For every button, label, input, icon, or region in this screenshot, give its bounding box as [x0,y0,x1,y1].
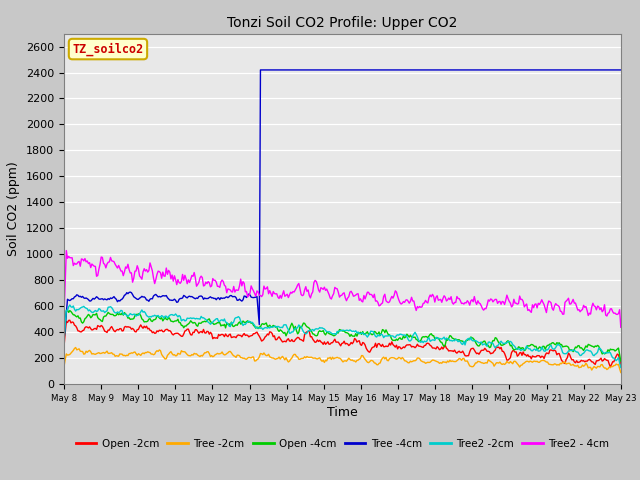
X-axis label: Time: Time [327,406,358,419]
Y-axis label: Soil CO2 (ppm): Soil CO2 (ppm) [8,161,20,256]
Tree2 - 4cm [63,248,70,253]
Open -2cm [234,332,242,338]
Tree2 - 4cm [567,301,575,307]
Open -2cm [607,364,614,370]
Tree2 - 4cm [617,324,625,330]
Line: Open -2cm: Open -2cm [64,320,621,367]
Open -4cm [234,320,242,326]
Tree2 -2cm [296,324,304,329]
Open -2cm [66,317,74,323]
Title: Tonzi Soil CO2 Profile: Upper CO2: Tonzi Soil CO2 Profile: Upper CO2 [227,16,458,30]
Open -4cm [296,324,304,330]
Tree2 -2cm [66,302,74,308]
Tree2 -2cm [234,314,242,320]
Tree -4cm [296,67,304,73]
Open -4cm [399,333,407,339]
Tree -4cm [617,67,625,73]
Tree -2cm [72,345,79,350]
Tree2 -2cm [60,338,68,344]
Tree -2cm [567,362,575,368]
Tree -4cm [567,67,575,73]
Tree -4cm [234,298,241,303]
Open -4cm [470,337,478,343]
Tree -4cm [373,67,381,73]
Tree -2cm [373,362,381,368]
Line: Tree2 - 4cm: Tree2 - 4cm [64,251,621,327]
Tree2 - 4cm [399,299,407,304]
Tree -2cm [296,357,304,362]
Tree -4cm [60,337,68,343]
Open -2cm [399,344,407,350]
Tree -4cm [399,67,407,73]
Line: Tree -4cm: Tree -4cm [64,70,621,340]
Tree2 -2cm [373,334,381,340]
Tree2 - 4cm [373,298,381,304]
Tree2 -2cm [617,365,625,371]
Open -2cm [296,336,304,342]
Tree -2cm [399,356,407,361]
Open -4cm [567,347,575,353]
Tree2 -2cm [567,348,575,353]
Tree2 - 4cm [296,286,304,291]
Open -4cm [373,331,381,336]
Open -2cm [60,344,68,350]
Open -2cm [470,347,478,353]
Tree2 -2cm [470,338,478,344]
Open -4cm [60,336,68,342]
Tree -2cm [60,364,68,370]
Tree -4cm [257,67,264,73]
Tree2 - 4cm [60,313,68,319]
Line: Open -4cm: Open -4cm [64,310,621,361]
Open -2cm [373,345,381,350]
Legend: Open -2cm, Tree -2cm, Open -4cm, Tree -4cm, Tree2 -2cm, Tree2 - 4cm: Open -2cm, Tree -2cm, Open -4cm, Tree -4… [72,435,613,453]
Open -2cm [567,355,575,360]
Tree2 -2cm [399,332,407,338]
Tree -2cm [617,370,625,375]
Open -4cm [617,358,625,364]
Tree -2cm [470,362,478,368]
Tree -4cm [470,67,478,73]
Line: Tree2 -2cm: Tree2 -2cm [64,305,621,368]
Tree2 - 4cm [470,294,478,300]
Line: Tree -2cm: Tree -2cm [64,348,621,372]
Tree -2cm [234,352,242,358]
Tree2 - 4cm [234,287,242,293]
Open -2cm [617,361,625,367]
Open -4cm [63,307,71,313]
Text: TZ_soilco2: TZ_soilco2 [72,42,143,56]
